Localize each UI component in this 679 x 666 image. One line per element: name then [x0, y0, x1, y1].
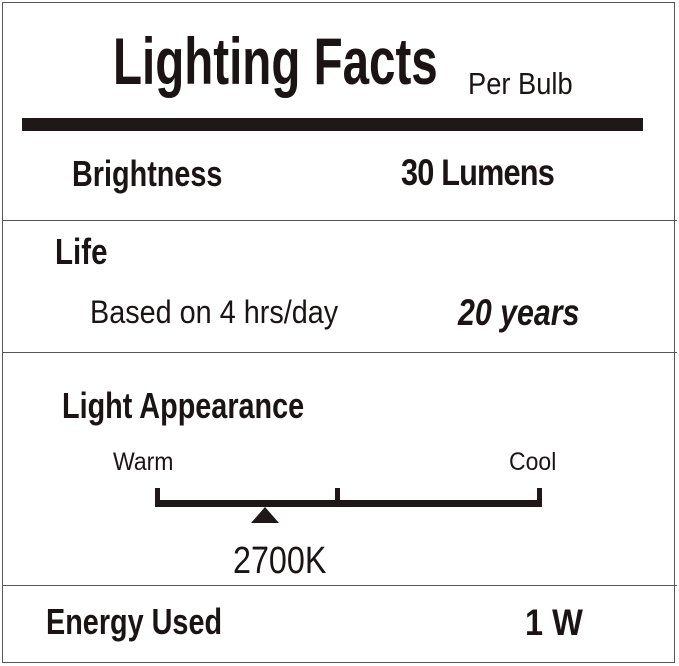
marker-triangle-icon: [250, 507, 279, 523]
scale-tick-middle: [335, 488, 340, 507]
energy-value: 1 W: [525, 602, 583, 643]
divider: [2, 585, 677, 586]
life-value: 20 years: [458, 292, 580, 333]
brightness-label: Brightness: [72, 153, 223, 194]
scale-bar: [157, 500, 542, 507]
scale-cool-label: Cool: [509, 448, 557, 476]
brightness-value: 30 Lumens: [401, 152, 555, 193]
label-title: Lighting Facts: [113, 24, 438, 98]
per-bulb-text: Per Bulb: [468, 66, 573, 101]
scale-warm-label: Warm: [113, 448, 174, 476]
life-note: Based on 4 hrs/day: [90, 294, 339, 330]
scale-tick-right: [537, 488, 542, 507]
title-divider: [22, 118, 643, 131]
energy-label: Energy Used: [46, 601, 223, 642]
divider: [2, 220, 677, 221]
life-label: Life: [55, 231, 108, 272]
light-appearance-label: Light Appearance: [62, 385, 305, 426]
divider: [2, 352, 677, 353]
scale-tick-left: [155, 488, 160, 507]
color-temperature-value: 2700K: [233, 540, 327, 582]
